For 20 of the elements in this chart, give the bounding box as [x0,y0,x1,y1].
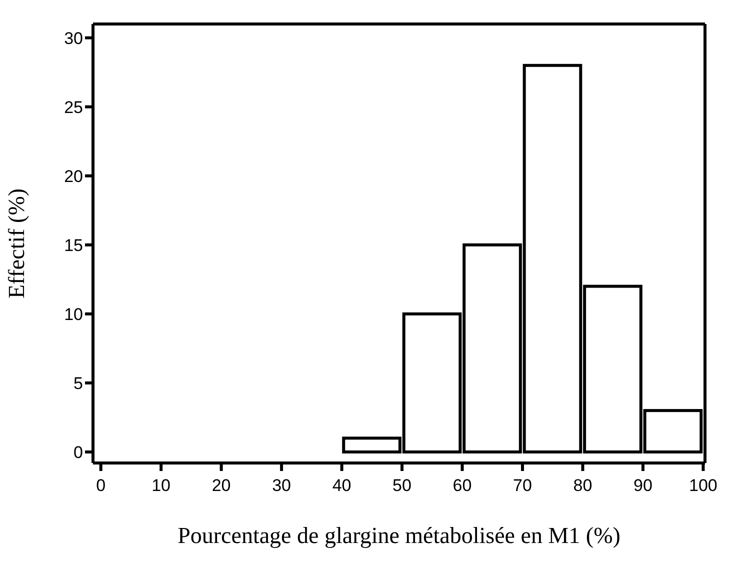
x-tick-label: 0 [96,476,106,496]
x-tick-label: 40 [332,476,352,496]
y-tick-label: 0 [74,442,83,462]
x-tick-label: 80 [573,476,592,496]
x-axis-title: Pourcentage de glargine métabolisée en M1 (%) [178,523,620,548]
y-tick-label: 5 [74,374,83,393]
x-tick-label: 30 [272,476,291,496]
y-tick-label: 10 [64,304,83,324]
y-tick-label: 30 [64,28,83,48]
y-tick-label: 20 [64,166,83,186]
x-tick-label: 50 [392,476,412,496]
x-tick-label: 70 [513,476,532,496]
x-tick-label: 10 [152,476,171,496]
y-tick-label: 25 [64,98,83,117]
x-tick-label: 20 [212,476,231,496]
x-tick-label: 100 [689,476,718,496]
x-tick-label: 60 [452,476,472,496]
x-tick-label: 90 [633,476,652,496]
y-tick-label: 15 [64,236,83,255]
y-axis-title: Effectif (%) [4,188,30,299]
